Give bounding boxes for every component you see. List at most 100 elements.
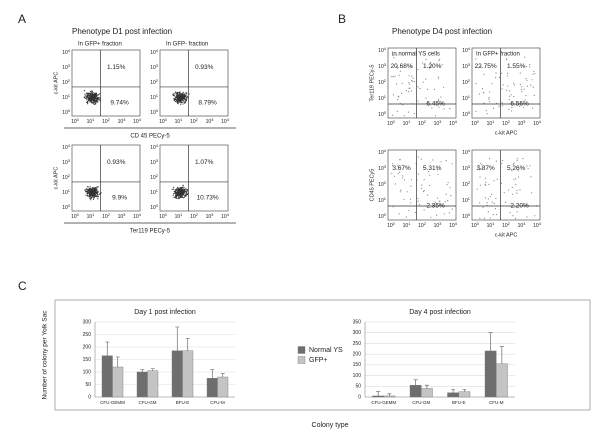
event-dot: [408, 75, 410, 77]
y-tick-label: 150: [353, 362, 362, 368]
event-dot: [417, 197, 419, 200]
event-dot: [440, 161, 442, 163]
event-dot: [513, 95, 515, 98]
event-dot: [182, 93, 184, 95]
event-dot: [177, 102, 179, 104]
event-dot: [429, 174, 431, 176]
quadrant-percent: 6.56%: [510, 101, 529, 108]
event-dot: [184, 195, 186, 197]
event-dot: [484, 177, 486, 179]
y-axis-label: CD45 PECy5: [369, 169, 375, 202]
quadrant-percent: 1.07%: [195, 159, 214, 166]
tick-base: 10: [150, 175, 156, 181]
tick-exponent: 1: [492, 221, 495, 226]
tick-label: 100: [387, 221, 396, 229]
event-dot: [491, 201, 493, 203]
event-dot: [187, 192, 189, 195]
tick-label: 103: [518, 119, 527, 127]
event-dot: [411, 90, 413, 92]
event-dot: [495, 72, 497, 74]
event-dot: [439, 200, 441, 202]
event-dot: [185, 188, 187, 190]
chart-title: Day 4 post infection: [409, 309, 471, 316]
event-dot: [86, 192, 88, 194]
event-dot: [92, 97, 94, 99]
event-dot: [511, 110, 513, 112]
quadrant-percent: 5.26%: [507, 165, 526, 172]
bar: [372, 395, 384, 398]
tick-base: 10: [378, 182, 384, 188]
event-dot: [87, 103, 89, 105]
event-dot: [182, 184, 184, 186]
event-dot: [503, 192, 505, 194]
event-dot: [420, 158, 422, 160]
tick-base: 10: [62, 95, 68, 101]
event-dot: [176, 92, 178, 94]
event-dot: [89, 189, 91, 191]
event-dot: [523, 106, 525, 108]
tick-exponent: 4: [227, 117, 230, 122]
event-dot: [392, 94, 394, 96]
event-dot: [423, 209, 425, 211]
event-dot: [438, 106, 440, 108]
event-dot: [91, 91, 93, 93]
event-dot: [501, 102, 503, 104]
event-dot: [94, 191, 96, 193]
tick-label: 102: [502, 221, 511, 229]
event-dot: [533, 94, 535, 96]
event-dot: [485, 181, 487, 183]
event-dot: [182, 197, 185, 199]
event-dot: [179, 99, 181, 101]
bar: [171, 350, 183, 398]
event-dot: [495, 160, 497, 162]
event-dot: [187, 95, 189, 97]
event-dot: [521, 90, 523, 93]
error-bar: [424, 384, 429, 389]
event-dot: [511, 193, 514, 195]
tick-exponent: 2: [468, 180, 471, 185]
event-dot: [514, 217, 517, 220]
tick-label: 103: [62, 63, 71, 71]
tick-exponent: 4: [139, 117, 142, 122]
y-axis-label: c-kit APC: [53, 72, 59, 95]
event-dot: [392, 76, 394, 78]
tick-base: 10: [462, 80, 468, 86]
tick-exponent: 1: [180, 212, 183, 217]
event-dot: [90, 99, 92, 101]
tick-base: 10: [150, 160, 156, 166]
tick-exponent: 2: [196, 117, 199, 122]
plot-frame: [71, 49, 141, 117]
tick-exponent: 1: [408, 119, 411, 124]
event-dot: [486, 202, 488, 204]
tick-label: 100: [471, 119, 480, 127]
event-dot: [87, 102, 89, 104]
y-axis-label: c-kit APC: [53, 167, 59, 190]
tick-base: 10: [462, 48, 468, 54]
y-tick-label: 200: [83, 344, 92, 350]
plot-frame: [159, 49, 229, 117]
event-dot: [175, 196, 177, 198]
event-dot: [174, 91, 177, 93]
tick-base: 10: [378, 80, 384, 86]
event-dot: [182, 192, 184, 194]
event-dot: [85, 191, 87, 193]
event-dot: [173, 193, 175, 195]
tick-base: 10: [378, 48, 384, 54]
event-dot: [184, 100, 186, 102]
tick-label: 104: [150, 48, 159, 56]
event-dot: [527, 167, 529, 170]
event-dot: [180, 100, 182, 102]
event-dot: [438, 98, 440, 100]
tick-label: 103: [118, 212, 127, 220]
tick-label: 103: [206, 212, 215, 220]
tick-label: 101: [378, 196, 387, 204]
tick-base: 10: [471, 223, 477, 229]
event-dot: [88, 100, 90, 102]
event-dot: [88, 187, 90, 189]
legend-label: GFP+: [309, 357, 327, 364]
event-dot: [482, 206, 484, 209]
event-dot: [87, 94, 89, 96]
bar: [147, 370, 159, 398]
tick-label: 104: [221, 212, 230, 220]
tick-exponent: 1: [68, 93, 71, 98]
